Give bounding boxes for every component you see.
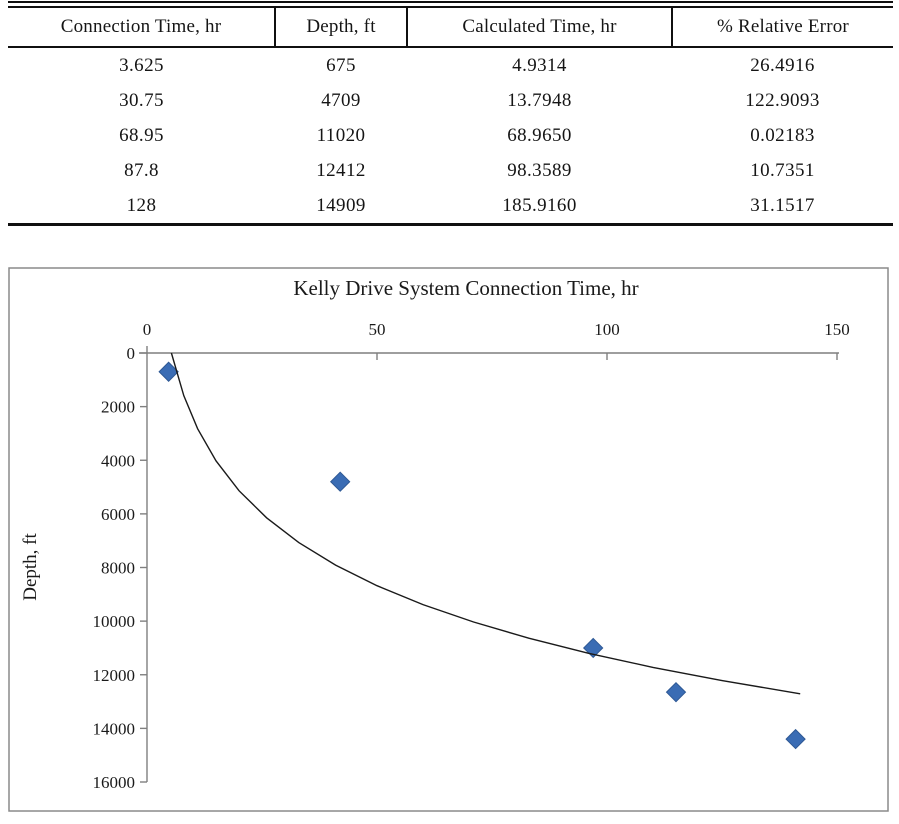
x-tick-label: 50	[369, 320, 386, 339]
table-cell: 4.9314	[512, 54, 567, 76]
scatter-point-diamond	[665, 681, 687, 703]
table-cell: 68.95	[119, 124, 164, 146]
trend-curve	[170, 352, 801, 695]
table-cell: 0.02183	[750, 124, 815, 146]
table-cell: 98.3589	[507, 159, 572, 181]
table-cell: 675	[326, 54, 356, 76]
x-tick-label: 150	[824, 320, 850, 339]
table-cell: 3.625	[119, 54, 164, 76]
table-row: 87.8 12412 98.3589 10.7351	[8, 153, 893, 188]
table-row: 68.95 11020 68.9650 0.02183	[8, 118, 893, 153]
scatter-point-diamond	[582, 637, 604, 659]
table-header-row: Connection Time, hr Depth, ft Calculated T…	[8, 7, 893, 48]
x-tick-label: 0	[143, 320, 152, 339]
table-cell: 4709	[321, 89, 361, 111]
table-row: 128 14909 185.9160 31.1517	[8, 188, 893, 225]
scatter-point-diamond	[329, 471, 351, 492]
table-row: 30.75 4709 13.7948 122.9093	[8, 83, 893, 118]
table-column-header: % Relative Error	[672, 7, 893, 48]
y-tick-label: 6000	[101, 505, 135, 524]
table-cell: 13.7948	[507, 89, 572, 111]
scatter-point-diamond	[158, 361, 179, 382]
y-tick-label: 10000	[93, 612, 136, 631]
table-cell: 10.7351	[750, 159, 815, 181]
x-tick-label: 100	[594, 320, 620, 339]
table-cell: 26.4916	[750, 54, 815, 76]
table-cell: 122.9093	[745, 89, 820, 111]
table-cell: 30.75	[119, 89, 164, 111]
chart-title: Kelly Drive System Connection Time, hr	[293, 276, 638, 300]
table-cell: 12412	[316, 159, 366, 181]
table-cell: 87.8	[124, 159, 159, 181]
y-tick-label: 4000	[101, 451, 135, 470]
table-cell: 31.1517	[750, 194, 815, 216]
results-table-wrap: Connection Time, hr Depth, ft Calculated T…	[8, 1, 893, 226]
y-tick-label: 16000	[93, 773, 136, 792]
table-cell: 14909	[316, 194, 366, 216]
table-column-header: Connection Time, hr	[8, 7, 276, 48]
chart-svg: Kelly Drive System Connection Time, hr 0…	[8, 267, 889, 812]
results-table: Connection Time, hr Depth, ft Calculated T…	[8, 6, 893, 226]
y-tick-label: 2000	[101, 398, 135, 417]
table-cell: 128	[126, 194, 157, 216]
table-cell: 11020	[316, 124, 366, 146]
y-tick-label: 0	[127, 344, 136, 363]
table-cell: 68.9650	[507, 124, 572, 146]
y-axis-title: Depth, ft	[20, 533, 41, 601]
scatter-point-diamond	[785, 728, 806, 750]
y-tick-label: 14000	[93, 719, 136, 738]
y-tick-label: 8000	[101, 559, 135, 578]
y-tick-label: 12000	[93, 666, 136, 685]
table-row: 3.625 675 4.9314 26.4916	[8, 47, 893, 83]
table-column-header: Depth, ft	[275, 7, 408, 48]
chart-plot-border	[8, 267, 889, 812]
connection-time-chart: Kelly Drive System Connection Time, hr 0…	[8, 267, 889, 812]
table-column-header: Calculated Time, hr	[407, 7, 673, 48]
table-cell: 185.9160	[502, 194, 577, 216]
